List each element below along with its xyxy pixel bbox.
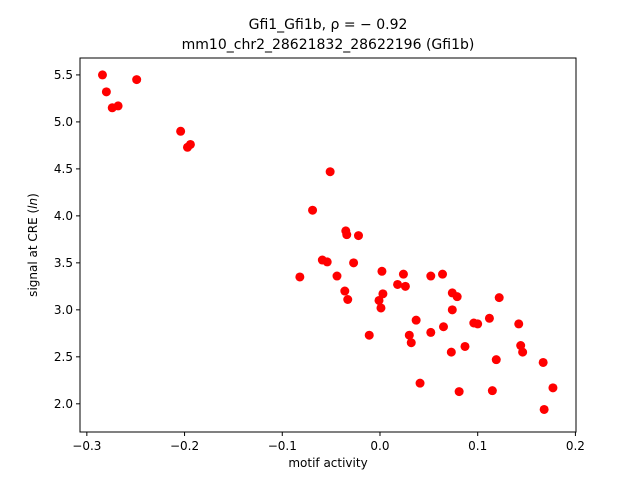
y-tick-label: 2.0 — [54, 397, 73, 411]
data-point — [295, 272, 305, 282]
data-point — [176, 126, 186, 136]
data-point — [487, 386, 497, 396]
x-tick-label: 0.2 — [566, 439, 585, 453]
data-point — [446, 347, 456, 357]
data-point — [343, 295, 353, 305]
y-tick-label: 4.5 — [54, 162, 73, 176]
y-tick-label: 5.5 — [54, 68, 73, 82]
data-point — [514, 319, 524, 329]
chart-title-line2: mm10_chr2_28621832_28622196 (Gfi1b) — [182, 37, 475, 53]
data-point — [438, 322, 448, 332]
data-point — [377, 266, 387, 276]
y-axis-label-prefix: signal at CRE ( — [26, 209, 40, 297]
data-point — [491, 355, 501, 365]
y-axis-label-suffix: ) — [26, 193, 40, 198]
data-point — [411, 315, 421, 325]
data-point — [398, 269, 408, 279]
data-point — [340, 286, 350, 296]
data-point — [97, 70, 107, 80]
data-point — [374, 295, 384, 305]
data-point — [349, 258, 359, 268]
data-point — [548, 383, 558, 393]
x-tick-label: −0.1 — [268, 439, 297, 453]
y-tick-label: 4.0 — [54, 209, 73, 223]
data-point — [494, 293, 504, 303]
data-point — [393, 279, 403, 289]
x-tick-label: 0.0 — [370, 439, 389, 453]
x-tick-label: −0.2 — [170, 439, 199, 453]
data-point — [447, 305, 457, 315]
data-point — [415, 378, 425, 388]
data-point — [426, 271, 436, 281]
data-point — [378, 289, 388, 299]
data-point — [538, 357, 548, 367]
data-point — [322, 257, 332, 267]
chart-title-line1: Gfi1_Gfi1b, ρ = − 0.92 — [249, 17, 408, 33]
data-point — [404, 330, 414, 340]
data-point — [364, 330, 374, 340]
y-tick-label: 3.5 — [54, 256, 73, 270]
data-point — [185, 139, 195, 149]
y-axis-label-italic: ln — [26, 198, 40, 209]
x-tick-label: −0.3 — [72, 439, 101, 453]
data-point — [101, 87, 111, 97]
data-point — [484, 313, 494, 323]
data-point — [460, 341, 470, 351]
plot-frame — [79, 57, 577, 433]
y-tick-label: 5.0 — [54, 115, 73, 129]
data-point — [376, 303, 386, 313]
data-point — [454, 387, 464, 397]
data-point — [452, 292, 462, 302]
data-point — [473, 319, 483, 329]
data-point — [539, 404, 549, 414]
data-point — [353, 231, 363, 241]
data-point — [132, 75, 142, 85]
data-point — [406, 338, 416, 348]
data-point — [400, 281, 410, 291]
data-point — [332, 271, 342, 281]
y-axis-label: signal at CRE (ln) — [26, 193, 40, 297]
data-point — [426, 327, 436, 337]
x-tick-label: 0.1 — [468, 439, 487, 453]
data-point — [518, 347, 528, 357]
data-point — [325, 167, 335, 177]
y-tick-label: 3.0 — [54, 303, 73, 317]
data-point — [113, 101, 123, 111]
data-point — [308, 205, 318, 215]
data-point — [438, 269, 448, 279]
x-axis-label: motif activity — [288, 456, 367, 470]
y-tick-label: 2.5 — [54, 350, 73, 364]
data-point — [342, 230, 352, 240]
